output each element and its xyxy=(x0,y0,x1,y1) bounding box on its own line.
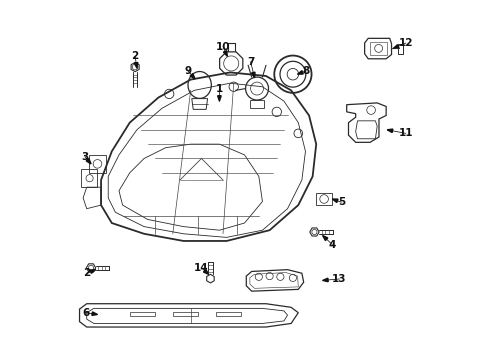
Polygon shape xyxy=(92,312,97,315)
Polygon shape xyxy=(217,96,221,101)
Polygon shape xyxy=(297,71,303,74)
Text: 7: 7 xyxy=(246,57,254,67)
Text: 6: 6 xyxy=(82,308,89,318)
Polygon shape xyxy=(386,129,392,132)
Text: 2: 2 xyxy=(83,268,90,278)
Text: 10: 10 xyxy=(215,42,230,51)
Text: 8: 8 xyxy=(302,66,309,76)
Polygon shape xyxy=(90,270,96,273)
Text: 13: 13 xyxy=(332,274,346,284)
Text: 3: 3 xyxy=(81,152,88,162)
Text: 1: 1 xyxy=(215,84,223,94)
Text: 2: 2 xyxy=(131,51,139,61)
Text: 11: 11 xyxy=(398,129,412,138)
Text: 5: 5 xyxy=(337,197,344,207)
Polygon shape xyxy=(223,51,227,56)
Text: 4: 4 xyxy=(328,239,335,249)
Text: 9: 9 xyxy=(184,66,191,76)
Polygon shape xyxy=(86,159,91,164)
Polygon shape xyxy=(332,199,337,203)
Polygon shape xyxy=(322,278,327,282)
Polygon shape xyxy=(392,45,398,48)
Polygon shape xyxy=(134,63,138,68)
Text: 14: 14 xyxy=(194,263,208,273)
Polygon shape xyxy=(203,269,208,274)
Polygon shape xyxy=(322,235,327,240)
Text: 12: 12 xyxy=(398,38,412,48)
Polygon shape xyxy=(190,74,195,79)
Polygon shape xyxy=(251,72,254,78)
